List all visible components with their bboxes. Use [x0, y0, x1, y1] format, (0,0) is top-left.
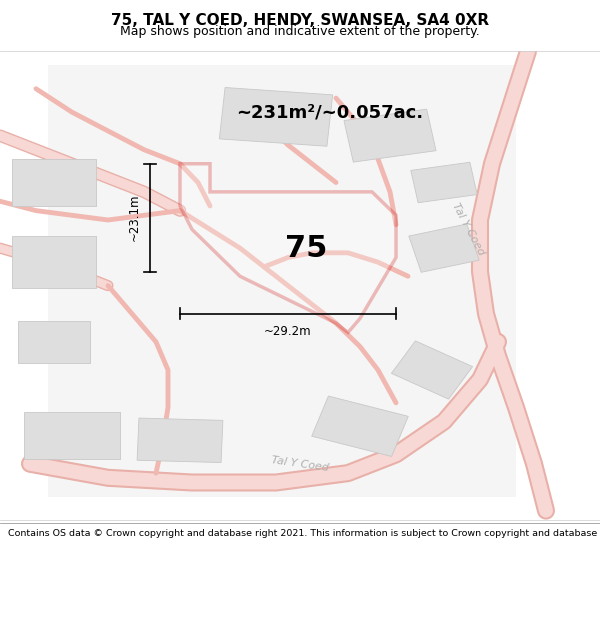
Text: Tal Y Coed: Tal Y Coed	[450, 201, 486, 258]
Polygon shape	[409, 224, 479, 272]
Text: Map shows position and indicative extent of the property.: Map shows position and indicative extent…	[120, 26, 480, 39]
Polygon shape	[391, 341, 473, 399]
Polygon shape	[411, 162, 477, 202]
Text: ~29.2m: ~29.2m	[264, 326, 312, 339]
Polygon shape	[24, 412, 120, 459]
Text: Tal Y Coed: Tal Y Coed	[271, 455, 329, 472]
Text: 75: 75	[285, 234, 327, 262]
Polygon shape	[12, 159, 96, 206]
Polygon shape	[12, 236, 96, 288]
Text: ~23.1m: ~23.1m	[128, 194, 141, 241]
Polygon shape	[18, 321, 90, 363]
Text: 75, TAL Y COED, HENDY, SWANSEA, SA4 0XR: 75, TAL Y COED, HENDY, SWANSEA, SA4 0XR	[111, 12, 489, 28]
Polygon shape	[312, 396, 408, 456]
Polygon shape	[180, 164, 396, 332]
Text: Contains OS data © Crown copyright and database right 2021. This information is : Contains OS data © Crown copyright and d…	[8, 529, 600, 539]
Text: ~231m²/~0.057ac.: ~231m²/~0.057ac.	[236, 103, 424, 121]
FancyBboxPatch shape	[48, 65, 516, 496]
Polygon shape	[344, 109, 436, 162]
Polygon shape	[137, 418, 223, 462]
Polygon shape	[220, 88, 332, 146]
